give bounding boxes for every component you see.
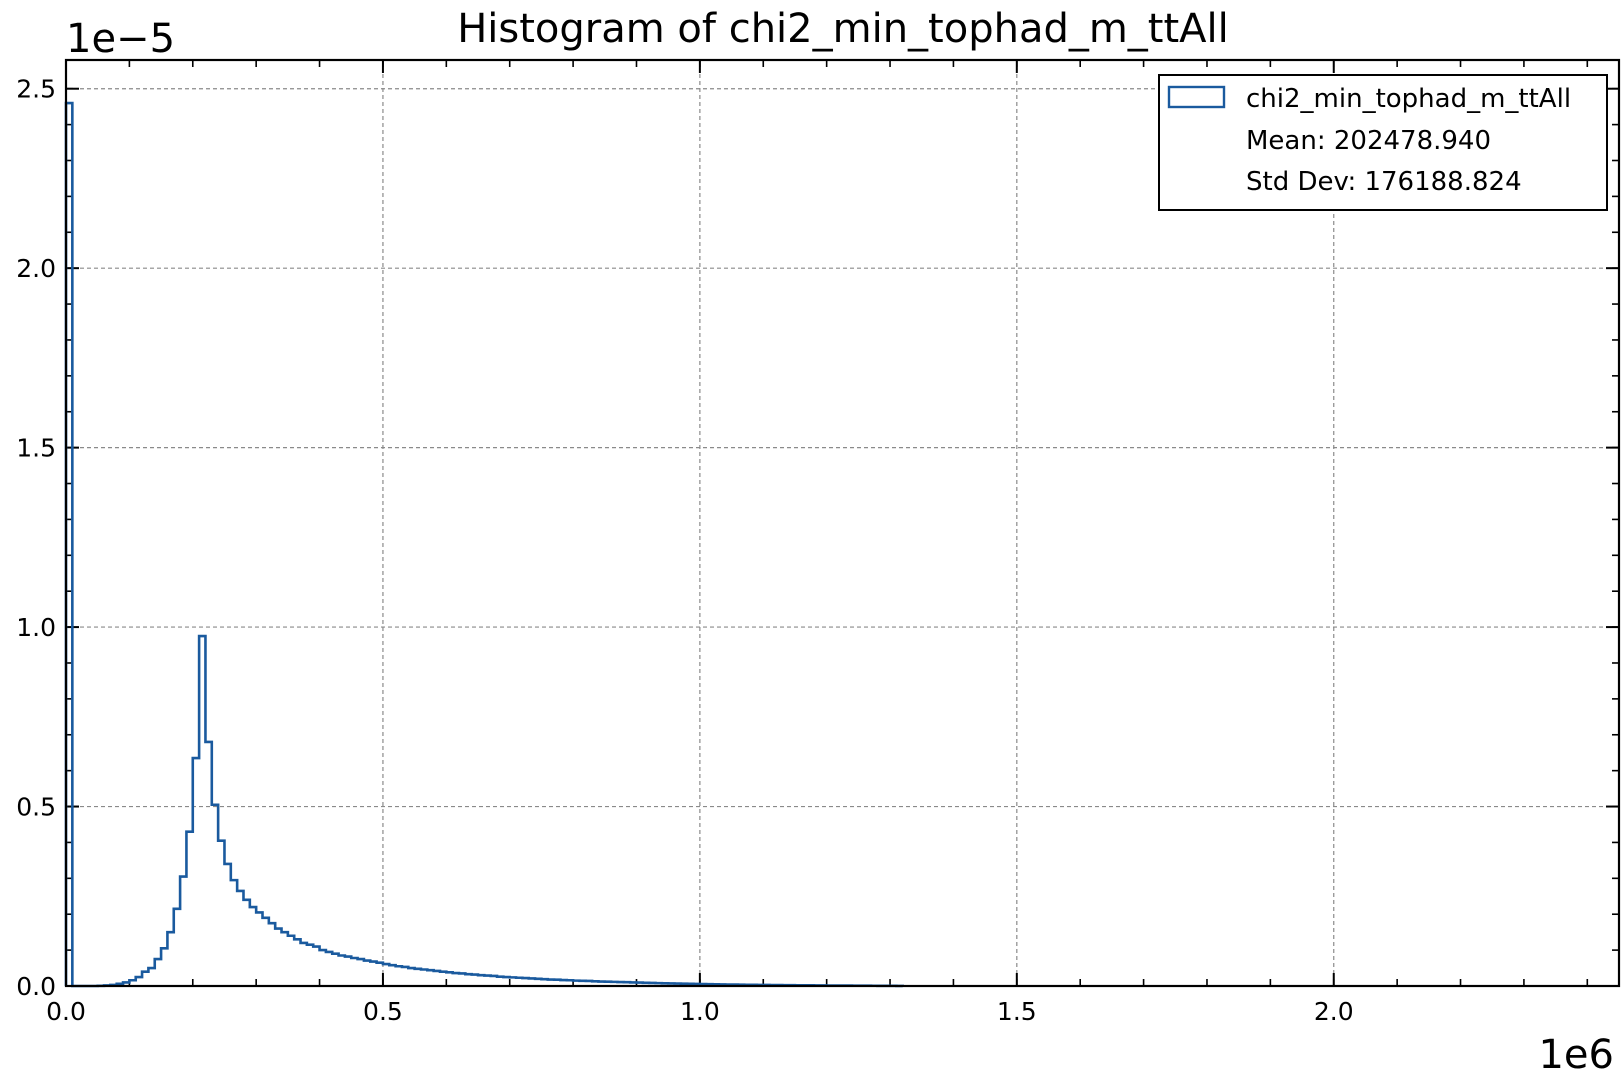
histogram-bin xyxy=(351,958,357,986)
chart-title: Histogram of chi2_min_tophad_m_ttAll xyxy=(457,6,1229,52)
histogram-bin xyxy=(421,969,427,986)
legend: chi2_min_tophad_m_ttAll Mean: 202478.940… xyxy=(1158,74,1608,211)
histogram-bin xyxy=(389,965,395,986)
histogram-bin xyxy=(402,967,408,986)
histogram-bin xyxy=(326,952,332,986)
y-tick-label: 0.5 xyxy=(16,793,56,822)
histogram-bin xyxy=(465,974,471,986)
legend-std-label: Std Dev: 176188.824 xyxy=(1246,167,1522,197)
histogram-bin xyxy=(320,950,326,986)
histogram-bin xyxy=(440,972,446,986)
x-tick-labels: 0.0 0.5 1.0 1.5 2.0 xyxy=(46,997,1354,1026)
histogram-bin xyxy=(408,968,414,986)
histogram-bin xyxy=(307,945,313,986)
histogram-bin xyxy=(243,900,249,986)
histogram-bin xyxy=(453,973,459,986)
y-tick-labels: 0.0 0.5 1.0 1.5 2.0 2.5 xyxy=(16,75,56,1001)
histogram-bin xyxy=(288,936,294,986)
histogram-bin xyxy=(434,971,440,986)
y-tick-label: 2.0 xyxy=(16,254,56,283)
x-tick-label: 2.0 xyxy=(1314,997,1354,1026)
y-tick-label: 0.0 xyxy=(16,972,56,1001)
histogram-bin xyxy=(250,907,256,986)
x-tick-label: 0.0 xyxy=(46,997,86,1026)
histogram-bin xyxy=(415,969,421,986)
histogram-bin xyxy=(396,966,402,986)
y-tick-label: 2.5 xyxy=(16,75,56,104)
x-offset-label: 1e6 xyxy=(1538,1032,1614,1078)
legend-mean-label: Mean: 202478.940 xyxy=(1246,126,1491,156)
legend-box xyxy=(1158,74,1608,211)
histogram-bin xyxy=(339,955,345,986)
histogram-bin xyxy=(427,970,433,986)
histogram-outline xyxy=(64,101,905,988)
histogram-bin xyxy=(231,880,237,986)
y-offset-label: 1e−5 xyxy=(66,16,175,62)
histogram-bin xyxy=(237,891,243,986)
histogram-bin xyxy=(275,929,281,986)
x-tick-label: 0.5 xyxy=(363,997,403,1026)
histogram-bin xyxy=(370,962,376,986)
histogram-bin xyxy=(294,939,300,986)
histogram-bin xyxy=(224,864,230,986)
histogram-bin xyxy=(446,972,452,986)
histogram-bin xyxy=(269,923,275,986)
y-tick-label: 1.0 xyxy=(16,613,56,642)
x-tick-label: 1.5 xyxy=(997,997,1037,1026)
plot-frame xyxy=(64,58,1621,988)
x-tick-label: 1.0 xyxy=(680,997,720,1026)
histogram-bin xyxy=(301,943,307,986)
histogram-bins xyxy=(66,103,903,986)
histogram-bin xyxy=(358,959,364,986)
histogram-bin xyxy=(345,957,351,986)
histogram-bin xyxy=(263,918,269,986)
histogram-bin xyxy=(364,961,370,986)
histogram-bin xyxy=(282,932,288,986)
histogram-bin xyxy=(256,912,262,986)
histogram-bin xyxy=(313,947,319,986)
y-tick-label: 1.5 xyxy=(16,434,56,463)
grid-lines xyxy=(66,60,1619,986)
legend-series-label: chi2_min_tophad_m_ttAll xyxy=(1246,84,1571,114)
histogram-bin xyxy=(332,954,338,986)
legend-swatch xyxy=(1167,85,1226,109)
